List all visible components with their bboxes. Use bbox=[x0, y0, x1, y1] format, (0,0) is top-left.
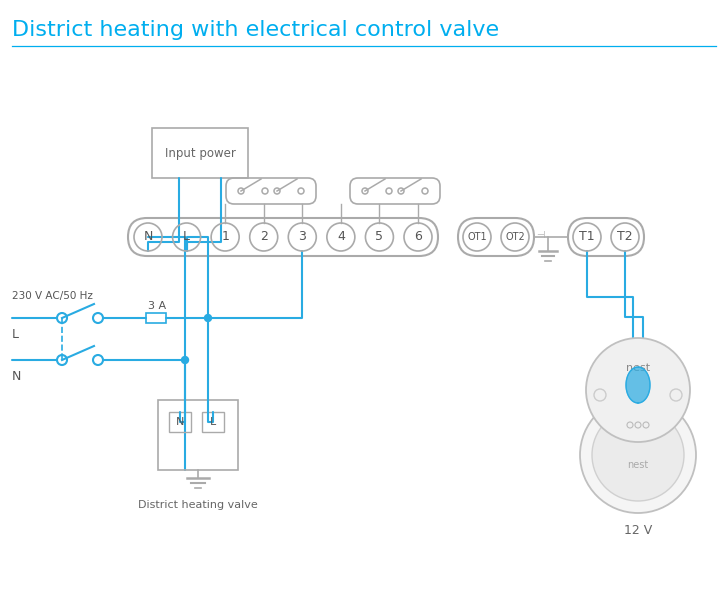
Bar bbox=[158, 400, 238, 470]
Bar bbox=[169, 412, 191, 432]
Text: N: N bbox=[176, 417, 184, 427]
Text: L: L bbox=[12, 327, 19, 340]
Text: 12 V: 12 V bbox=[624, 525, 652, 538]
Text: L: L bbox=[183, 230, 190, 244]
Text: 1: 1 bbox=[221, 230, 229, 244]
Text: nest: nest bbox=[626, 363, 650, 373]
Text: 6: 6 bbox=[414, 230, 422, 244]
Bar bbox=[202, 412, 224, 432]
Text: Input power: Input power bbox=[165, 147, 235, 160]
Text: 3 A: 3 A bbox=[148, 301, 166, 311]
Text: OT2: OT2 bbox=[505, 232, 525, 242]
Bar bbox=[146, 313, 166, 323]
Text: ⊣: ⊣ bbox=[536, 230, 545, 240]
Bar bbox=[152, 128, 248, 178]
Text: N: N bbox=[143, 230, 153, 244]
Text: OT1: OT1 bbox=[467, 232, 487, 242]
Text: 2: 2 bbox=[260, 230, 268, 244]
Circle shape bbox=[181, 356, 189, 364]
Text: District heating valve: District heating valve bbox=[138, 500, 258, 510]
Text: District heating with electrical control valve: District heating with electrical control… bbox=[12, 20, 499, 40]
Circle shape bbox=[586, 338, 690, 442]
Circle shape bbox=[205, 314, 212, 321]
Text: 5: 5 bbox=[376, 230, 384, 244]
Text: L: L bbox=[210, 417, 216, 427]
Text: nest: nest bbox=[628, 460, 649, 470]
Text: T1: T1 bbox=[579, 230, 595, 244]
Text: 3: 3 bbox=[298, 230, 306, 244]
Circle shape bbox=[580, 397, 696, 513]
Text: 230 V AC/50 Hz: 230 V AC/50 Hz bbox=[12, 291, 93, 301]
Text: 4: 4 bbox=[337, 230, 345, 244]
Text: N: N bbox=[12, 369, 21, 383]
Polygon shape bbox=[626, 367, 650, 403]
Circle shape bbox=[592, 409, 684, 501]
Text: T2: T2 bbox=[617, 230, 633, 244]
